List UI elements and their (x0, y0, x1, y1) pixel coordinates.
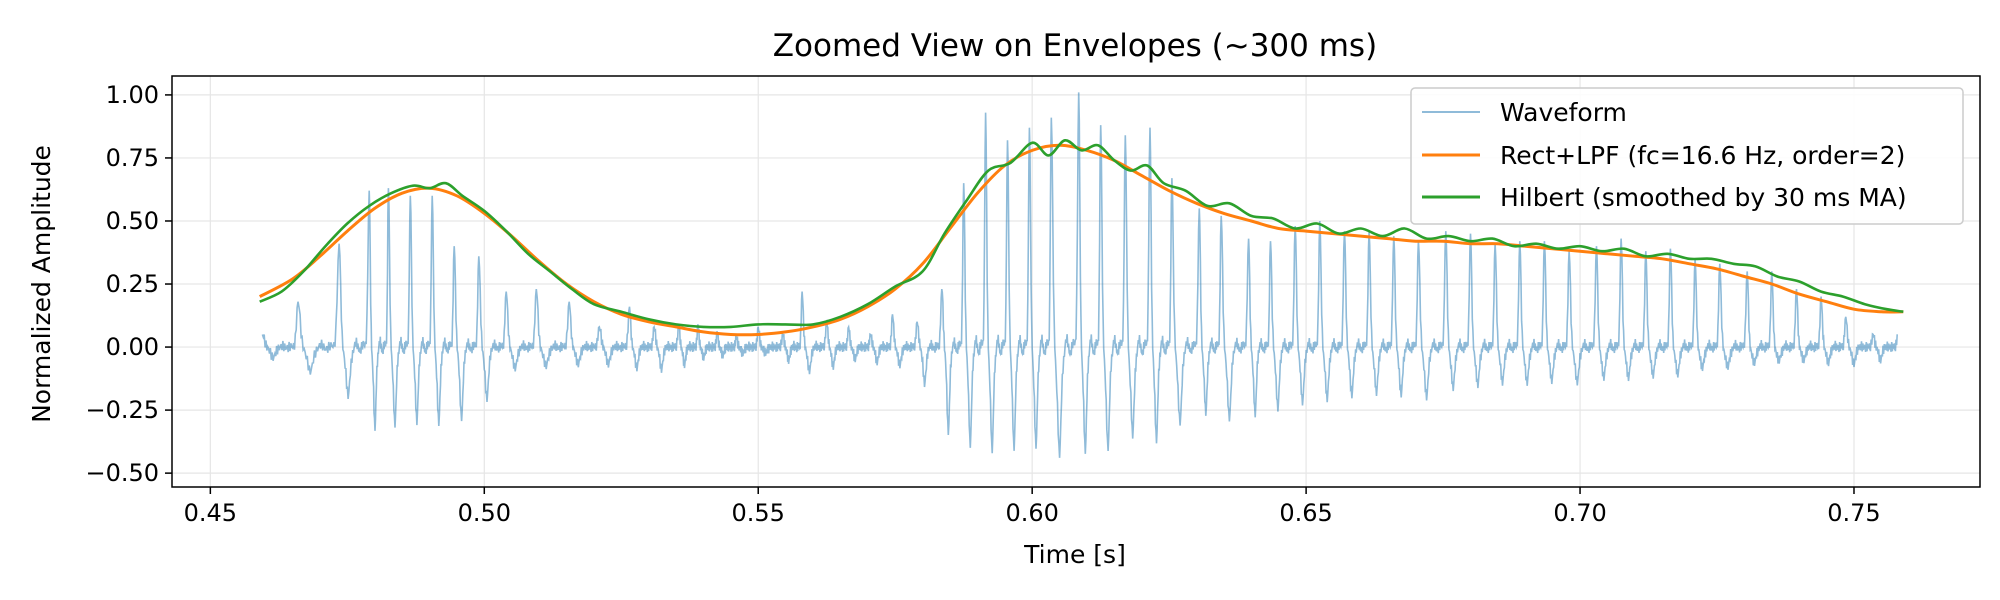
y-tick-label-0: −0.50 (85, 459, 159, 487)
y-tick-label-2: 0.00 (106, 333, 159, 361)
y-tick-label-4: 0.50 (106, 207, 159, 235)
x-tick-label-6: 0.75 (1827, 499, 1880, 527)
legend-label-waveform: Waveform (1500, 98, 1627, 127)
series-line-hilbert (259, 139, 1904, 329)
x-tick-label-2: 0.55 (732, 499, 785, 527)
x-tick-label-3: 0.60 (1005, 499, 1058, 527)
x-tick-label-5: 0.70 (1553, 499, 1606, 527)
y-tick-label-6: 1.00 (106, 81, 159, 109)
axis-layer: 0.45 0.50 0.55 0.60 0.65 0.70 0.75 −0.50 −0.25 0.… (85, 75, 1981, 527)
y-tick-label-5: 0.75 (106, 144, 159, 172)
legend: Waveform Rect+LPF (fc=16.6 Hz, order=2) … (1410, 87, 1964, 225)
x-tick-label-4: 0.65 (1279, 499, 1332, 527)
y-tick-label-3: 0.25 (106, 270, 159, 298)
series-line-waveform (261, 92, 1898, 458)
legend-label-rect-lpf: Rect+LPF (fc=16.6 Hz, order=2) (1500, 141, 1905, 170)
legend-label-hilbert: Hilbert (smoothed by 30 ms MA) (1500, 183, 1907, 212)
legend-frame (1410, 87, 1964, 225)
x-tick-label-0: 0.45 (184, 499, 237, 527)
x-tick-label-1: 0.50 (458, 499, 511, 527)
y-tick-label-1: −0.25 (85, 396, 159, 424)
x-axis-label: Time [s] (1023, 540, 1126, 569)
plot-frame (171, 75, 1981, 488)
chart-title: Zoomed View on Envelopes (~300 ms) (773, 28, 1377, 64)
y-axis-label: Normalized Amplitude (27, 145, 56, 423)
plot-layer (258, 92, 1904, 458)
